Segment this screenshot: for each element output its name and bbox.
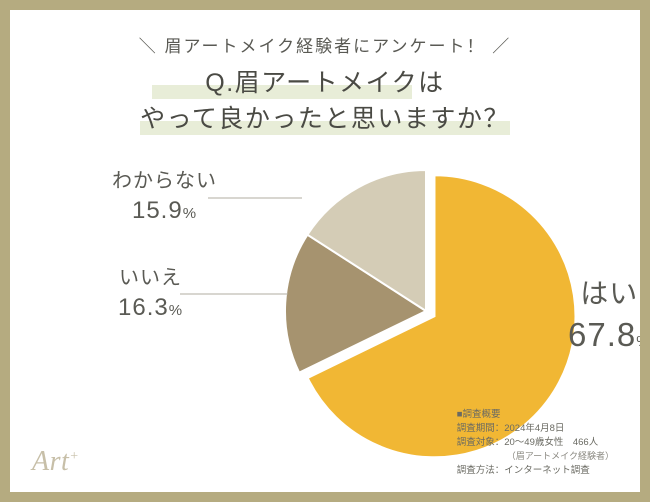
meta-line1: 調査期間：2024年4月8日 xyxy=(457,422,614,436)
pie-wrap xyxy=(275,160,557,442)
question: Q.眉アートメイクは やって良かったと思いますか？ xyxy=(140,65,510,138)
question-line-2: やって良かったと思いますか？ xyxy=(140,101,510,137)
survey-meta: ■調査概要 調査期間：2024年4月8日 調査対象：20〜49歳女性 466人 … xyxy=(457,408,614,479)
label-no: いいえ 16.3% xyxy=(118,265,183,324)
pct-suffix-2: % xyxy=(169,302,183,319)
header: ＼ 眉アートメイク経験者にアンケート！ ／ Q.眉アートメイクは やって良かった… xyxy=(10,10,640,138)
eyebrow-text: ＼ 眉アートメイク経験者にアンケート！ ／ xyxy=(10,32,640,57)
question-line-1: Q.眉アートメイクは xyxy=(140,65,510,101)
label-yes-name: はい xyxy=(568,275,640,313)
label-no-name: いいえ xyxy=(118,265,183,292)
meta-line2: 調査対象：20〜49歳女性 466人 xyxy=(457,436,614,450)
outer-frame: ＼ 眉アートメイク経験者にアンケート！ ／ Q.眉アートメイクは やって良かった… xyxy=(0,0,650,502)
meta-line2-sub: （眉アートメイク経験者） xyxy=(457,450,614,464)
label-yes: はい 67.8% xyxy=(568,275,640,357)
meta-line3: 調査方法：インターネット調査 xyxy=(457,464,614,478)
label-unknown-name: わからない xyxy=(112,168,217,195)
logo-text: Art xyxy=(32,446,69,477)
brand-logo: Art+ xyxy=(32,446,79,478)
label-unknown: わからない 15.9% xyxy=(112,168,217,227)
card: ＼ 眉アートメイク経験者にアンケート！ ／ Q.眉アートメイクは やって良かった… xyxy=(10,10,640,492)
meta-title: ■調査概要 xyxy=(457,408,614,422)
label-yes-val: 67.8 xyxy=(568,316,636,353)
label-unknown-val: 15.9 xyxy=(132,197,183,224)
logo-plus: + xyxy=(70,449,78,464)
label-no-val: 16.3 xyxy=(118,294,169,321)
pct-suffix-3: % xyxy=(183,205,197,222)
pct-suffix-1: % xyxy=(636,333,640,350)
